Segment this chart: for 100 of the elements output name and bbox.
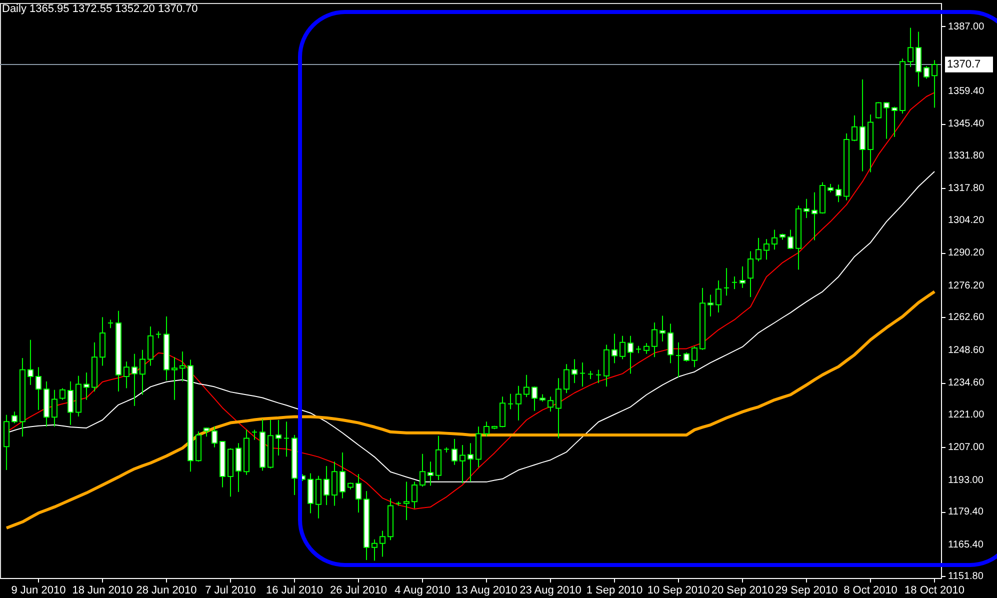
candlestick [179,351,186,382]
candlestick [379,530,386,558]
candlestick [147,326,154,366]
candlestick [452,438,458,466]
y-tick-label: 1345.40 [948,118,985,130]
ref-line-label: 1370.7 [947,58,981,70]
x-tick-label: 26 Jul 2010 [330,584,387,596]
candlestick [524,374,530,398]
candlestick [876,102,882,119]
y-tick-label: 1317.80 [948,183,985,194]
y-tick-label: 1304.20 [948,214,985,226]
x-tick-label: 23 Aug 2010 [520,584,582,596]
x-tick-label: 9 Jun 2010 [11,584,66,596]
candlestick [51,389,58,428]
candlestick [612,333,618,364]
candlestick [35,366,42,410]
candlestick [764,238,770,260]
candlestick [500,396,506,428]
candlestick [756,237,762,262]
candlestick [251,429,258,440]
y-tick-label: 1151.80 [948,571,984,582]
candlestick [596,369,602,384]
x-tick-label: 1 Sep 2010 [586,584,643,596]
candlestick [748,250,754,298]
candlestick [580,362,586,388]
candlestick [371,538,378,562]
x-tick-label: 8 Oct 2010 [844,584,898,596]
candlestick [171,356,178,400]
candlestick [812,192,818,241]
x-tick-label: 20 Sep 2010 [711,584,774,596]
y-tick-label: 1221.00 [948,409,985,420]
candlestick [420,453,426,488]
candlestick [355,473,362,514]
candlestick [884,102,890,140]
candlestick [676,342,682,378]
candlestick [331,461,338,506]
y-tick-label: 1331.80 [948,150,985,162]
y-tick-label: 1248.60 [948,344,985,356]
y-tick-label: 1262.60 [948,312,985,324]
candlestick [572,358,578,384]
candlestick [772,229,778,250]
y-tick-label: 1387.00 [948,21,985,32]
candlestick [516,385,522,421]
candlestick [732,276,738,290]
candlestick [652,322,658,358]
candlestick [628,335,634,374]
candlestick [139,349,146,396]
candlestick [708,294,714,317]
y-tick-label: 1207.00 [948,442,985,454]
candlestick [532,386,538,412]
candlestick [788,229,794,250]
candlestick [484,421,490,438]
candlestick [403,481,410,521]
candlestick [556,378,562,439]
candlestick [412,481,418,509]
candlestick [564,364,570,394]
candlestick [508,393,514,410]
candlestick [460,444,466,484]
candlestick [323,466,330,506]
candlestick [235,442,242,492]
x-tick-label: 13 Aug 2010 [456,584,518,596]
x-tick-label: 10 Sep 2010 [647,584,710,596]
x-tick-label: 29 Sep 2010 [775,584,838,596]
y-tick-label: 1290.20 [948,248,985,259]
y-tick-label: 1276.20 [948,280,985,292]
candlestick [724,268,730,296]
candlestick [131,353,138,406]
candlestick [908,27,914,68]
candlestick [668,323,674,364]
candlestick [283,421,290,458]
x-tick-label: 28 Jun 2010 [136,584,197,596]
x-tick-label: 7 Jul 2010 [205,584,256,596]
candlestick [660,315,666,342]
candlestick [339,452,346,499]
candlestick [644,342,650,354]
candlestick [716,280,722,313]
x-tick-label: 16 Jul 2010 [266,584,323,596]
candlestick [211,426,218,448]
candlestick [684,352,690,362]
candlestick [740,266,746,288]
y-tick-label: 1193.00 [948,474,984,486]
x-tick-label: 18 Jun 2010 [72,584,133,596]
candlestick [275,419,282,456]
candlestick [83,372,90,400]
x-tick-label: 18 Oct 2010 [904,584,964,596]
candlestick [123,361,130,389]
candlestick [692,346,698,368]
candlestick [804,198,810,219]
candlestick [860,78,866,172]
candlestick [548,396,554,412]
y-tick-label: 1165.40 [948,539,984,550]
candlestick [836,184,842,203]
candlestick [924,66,930,80]
candlestick [892,106,898,138]
y-tick-label: 1234.60 [948,378,985,389]
chart-title: Daily 1365.95 1372.55 1352.20 1370.70 [2,3,198,15]
candlestick [59,388,66,400]
y-tick-label: 1179.40 [948,506,984,518]
candlestick [27,339,34,386]
x-tick-label: 4 Aug 2010 [394,584,450,596]
